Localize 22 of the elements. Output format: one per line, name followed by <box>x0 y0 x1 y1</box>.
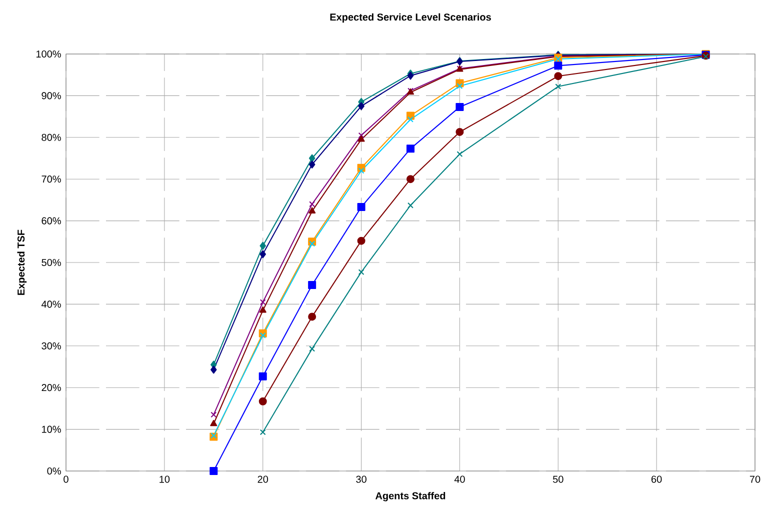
x-tick-label: 20 <box>258 476 268 483</box>
x-tick-label: 0 <box>64 476 68 483</box>
y-tick-label: 0% <box>47 467 61 475</box>
y-tick-label: 90% <box>42 92 61 100</box>
y-axis-title: Expected TSF <box>17 230 27 295</box>
x-tick-label: 60 <box>652 476 662 483</box>
x-tick-label: 10 <box>160 476 170 483</box>
y-tick-label: 50% <box>42 258 61 266</box>
y-tick-label: 70% <box>42 176 61 183</box>
y-tick-label: 100% <box>36 50 61 58</box>
x-tick-label: 50 <box>552 476 564 483</box>
y-tick-label: 80% <box>42 134 61 141</box>
y-tick-label: 30% <box>42 342 61 350</box>
y-tick-label: 60% <box>42 217 61 224</box>
y-tick-label: 20% <box>42 384 61 392</box>
x-tick-label: 30 <box>356 476 366 483</box>
x-tick-label: 70 <box>750 476 760 483</box>
chart-title: Expected Service Level Scenarios <box>330 13 491 23</box>
x-axis-title: Agents Staffed <box>375 492 446 502</box>
y-tick-label: 40% <box>42 300 61 308</box>
x-tick-label: 40 <box>454 476 465 483</box>
y-tick-label: 10% <box>42 426 61 433</box>
